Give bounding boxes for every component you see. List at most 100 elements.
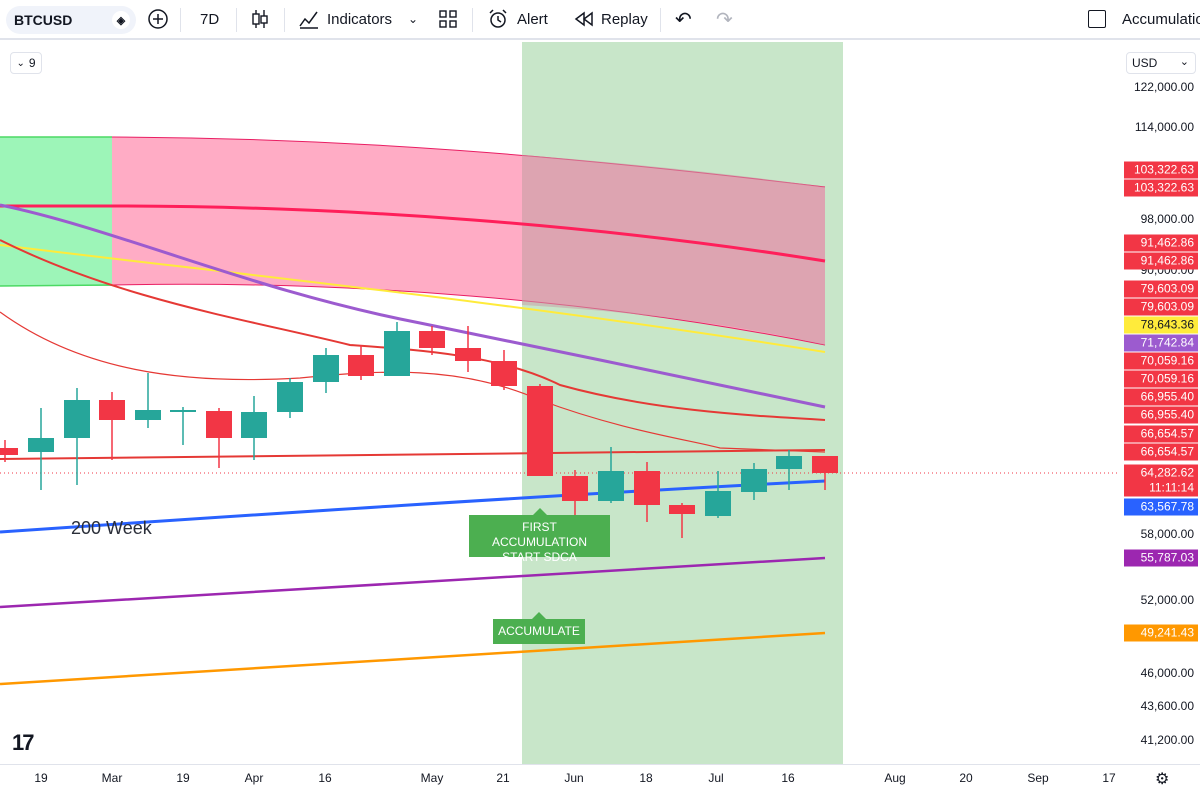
price-tick-label: 41,200.00 [1140,733,1194,747]
candle-body[interactable] [64,400,90,438]
time-tick-label: Mar [101,771,123,785]
candlestick-series [0,322,838,538]
green-band-edge [0,284,113,287]
candle-body[interactable] [99,400,125,420]
plus-circle-icon [148,9,168,29]
200-week-line [0,479,826,534]
undo-button[interactable]: ↶ [675,0,692,38]
candle-body[interactable] [419,331,445,348]
price-tick-label: 122,000.00 [1133,80,1194,94]
add-symbol-button[interactable] [146,0,170,38]
candle-body[interactable] [384,331,410,376]
alert-button[interactable]: Alert [487,0,548,38]
top-toolbar: BTCUSD ◈ 7D Indicators ⌄ Alert Replay ↶ … [0,0,1200,40]
chart-type-button[interactable] [250,0,270,38]
price-chart[interactable] [0,42,1120,764]
layout-button[interactable]: Accumulation [1088,0,1200,38]
price-tag: 70,059.16 [1124,352,1198,370]
alert-label: Alert [517,10,548,28]
price-tag: 71,742.84 [1124,334,1198,352]
first-accumulation-callout: FIRST ACCUMULATION START SDCA [469,508,610,564]
candle-body[interactable] [776,456,802,469]
chart-pane[interactable]: 200 Week FIRST ACCUMULATION START SDCA A… [0,42,1120,764]
candle-body[interactable] [28,438,54,452]
square-icon [1088,10,1106,28]
time-tick-label: Aug [884,771,906,785]
price-tick-label: 46,000.00 [1140,666,1194,680]
green-band [0,137,112,286]
indicators-icon [299,11,318,29]
price-tag: 63,567.78 [1124,498,1198,516]
series-label-200-week: 200 Week [71,518,152,538]
candle-body[interactable] [598,471,624,501]
templates-button[interactable] [438,0,458,38]
purple-ma-line [0,203,826,409]
indicators-button[interactable]: Indicators [298,0,392,38]
time-tick-label: 17 [1102,771,1116,785]
currency-select[interactable]: USD ⌄ [1126,52,1196,74]
candle-body[interactable] [705,491,731,516]
candle-body[interactable] [562,476,588,501]
interval-button[interactable]: 7D [200,10,220,28]
accumulation-zone [522,42,843,764]
grid-icon [439,10,457,28]
chevron-down-icon: ⌄ [1179,56,1189,68]
price-tick-label: 58,000.00 [1140,527,1194,541]
candle-body[interactable] [241,412,267,438]
legend-toggle-button[interactable]: ⌄ 9 [10,52,42,74]
time-tick-label: 19 [34,771,48,785]
candle-body[interactable] [313,355,339,382]
symbol-search[interactable]: BTCUSD ◈ [6,6,136,34]
candle-body[interactable] [277,382,303,412]
band-midline [0,204,826,263]
diamond-icon[interactable]: ◈ [112,11,130,29]
red-ma-line [0,239,826,421]
replay-label: Replay [601,10,648,28]
replay-button[interactable]: Replay [573,0,648,38]
time-tick-label: 20 [959,771,973,785]
price-tag: 79,603.09 [1124,298,1198,316]
time-tick-label: Sep [1027,771,1049,785]
price-tick-label: 43,600.00 [1140,699,1194,713]
price-tag: 78,643.36 [1124,316,1198,334]
price-tag: 103,322.63 [1124,161,1198,179]
symbol-name: BTCUSD [14,12,73,28]
redo-button[interactable]: ↷ [716,0,733,38]
candle-body[interactable] [170,410,196,412]
time-tick-label: May [420,771,444,785]
price-tag: 64,282.62 [1124,464,1198,482]
time-tick-label: 21 [496,771,510,785]
accumulate-callout: ACCUMULATE [493,612,585,644]
candle-body[interactable] [741,469,767,492]
candle-body[interactable] [348,355,374,376]
alarm-clock-icon [489,9,507,28]
rewind-icon [574,11,593,27]
candle-body[interactable] [634,471,660,505]
indicators-label: Indicators [327,10,393,28]
price-tag: 55,787.03 [1124,549,1198,567]
price-axis[interactable]: 122,000.00 114,000.00 98,000.00 90,000.00 58… [1120,42,1200,764]
candle-body[interactable] [812,456,838,473]
candle-body[interactable] [206,411,232,438]
price-tick-label: 114,000.00 [1134,120,1194,134]
time-axis[interactable]: 19 Mar 19 Apr 16 May 21 Jun 18 Jul 16 Aug 20 Sep 17 ⚙ [0,764,1200,793]
legend-count: 9 [28,56,36,70]
candle-body[interactable] [491,361,517,386]
candle-body[interactable] [135,410,161,420]
tradingview-logo[interactable]: 17 [12,730,35,755]
price-tag: 103,322.63 [1124,179,1198,197]
time-tick-label: Jun [564,771,584,785]
time-tick-label: 16 [318,771,332,785]
candle-body[interactable] [527,386,553,476]
divider [660,8,661,32]
zone-overlap [522,155,825,345]
price-tag: 79,603.09 [1124,280,1198,298]
candle-body[interactable] [669,505,695,514]
time-tick-label: Jul [708,771,724,785]
redo-icon: ↷ [716,8,733,31]
candle-body[interactable] [0,448,18,455]
settings-gear-icon[interactable]: ⚙ [1155,771,1170,788]
chevron-down-icon[interactable]: ⌄ [408,12,419,26]
red-flat-line [0,449,826,460]
candle-body[interactable] [455,348,481,361]
